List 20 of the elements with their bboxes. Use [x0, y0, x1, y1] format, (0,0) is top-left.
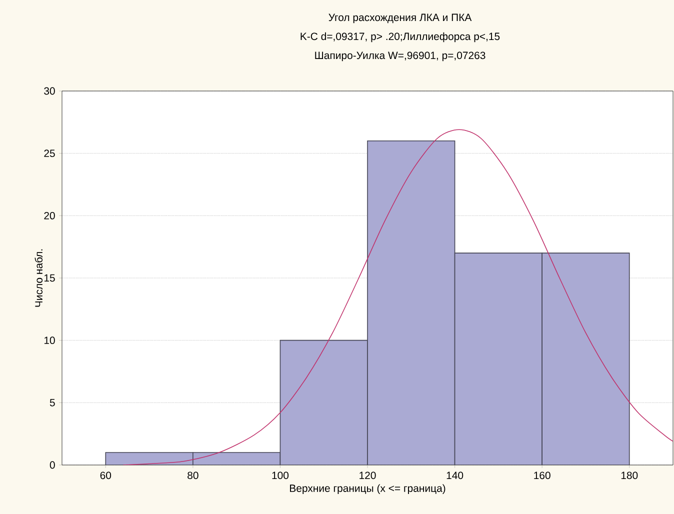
y-tick-label: 15: [44, 274, 55, 282]
y-tick-label: 10: [44, 336, 55, 344]
x-tick-label: 120: [360, 472, 376, 480]
x-tick-label: 140: [446, 472, 464, 480]
x-tick-label: 180: [621, 472, 638, 480]
x-tick-label: 60: [100, 472, 112, 480]
text: K-C d=,09317, p> .20;Лиллиефорса p<,15: [300, 32, 500, 42]
chart-title: Угол расхождения ЛКА и ПКА: [328, 14, 472, 24]
x-tick-label: 100: [272, 472, 289, 480]
y-tick-label: 25: [44, 150, 55, 158]
x-axis-title: Верхние границы (x <= граница): [290, 484, 446, 494]
text: Шапиро-Уилка W=,96901, p=,07263: [315, 52, 486, 62]
y-tick-label: 30: [44, 87, 55, 95]
line-series: [122, 129, 674, 465]
x-tick-label: 80: [188, 472, 198, 480]
y-tick-label: 5: [50, 399, 55, 406]
y-axis-title: Число набл.: [34, 249, 43, 307]
y-tick-label: 0: [50, 461, 55, 469]
x-tick-label: 160: [534, 472, 550, 480]
y-tick-label: 20: [44, 212, 55, 220]
